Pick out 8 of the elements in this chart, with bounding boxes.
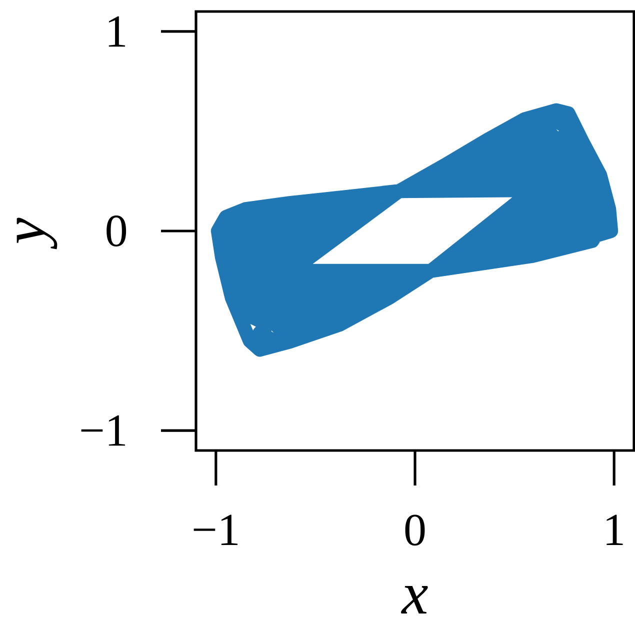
x-tick-label: 1	[606, 514, 623, 545]
x-tick-label: −1	[194, 514, 238, 545]
y-tick-label: 1	[108, 16, 126, 47]
y-tick-label: 0	[106, 216, 126, 246]
y-axis-title: y	[16, 218, 58, 250]
y-tick-label: −1	[81, 415, 126, 446]
x-axis-title: x	[401, 586, 428, 614]
x-tick-label: 0	[405, 514, 425, 546]
